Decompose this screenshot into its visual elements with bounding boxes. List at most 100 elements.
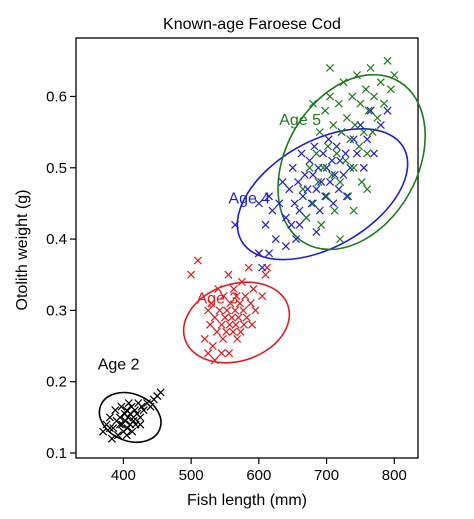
age-4-point	[332, 142, 341, 151]
age-4-point	[285, 185, 294, 194]
age-4-point	[324, 135, 333, 144]
age-2-point	[130, 406, 139, 415]
age-5-point	[319, 163, 328, 172]
age-3-point	[242, 313, 251, 322]
age-3-point	[248, 320, 257, 329]
age-4-point	[349, 135, 358, 144]
age-2-point	[111, 406, 120, 415]
age-4-point	[363, 135, 372, 144]
age-5-point	[363, 185, 372, 194]
age-4-point	[369, 149, 379, 158]
age-2-point	[124, 399, 133, 408]
age-5-point	[317, 220, 326, 229]
age-3-point	[208, 341, 217, 351]
age-5-point	[323, 142, 332, 151]
age-2-point	[115, 413, 125, 422]
age-5-point	[341, 156, 350, 165]
age-4-point	[268, 206, 277, 215]
x-axis-title: Fish length (mm)	[187, 492, 307, 509]
age-3-point	[231, 320, 240, 329]
age-5-point	[380, 99, 389, 108]
age-3-point	[239, 320, 249, 329]
age-5-point	[308, 199, 318, 208]
age-3-point	[234, 313, 243, 322]
age-3-point	[204, 349, 213, 358]
age-2-point	[117, 402, 126, 411]
age-3-point	[217, 349, 226, 358]
age-4-point	[383, 106, 392, 115]
age-5-point	[355, 142, 364, 151]
age-2-point	[109, 424, 118, 433]
age-3-point	[227, 313, 236, 322]
data-points	[99, 56, 399, 443]
age-5-point	[334, 99, 343, 108]
age-2-point	[99, 427, 108, 436]
age-3-point	[218, 334, 228, 343]
age-5-point	[390, 71, 399, 80]
age-4-point	[292, 235, 301, 244]
age-4-point	[281, 213, 290, 222]
age-3-point	[229, 284, 238, 294]
age-4-point	[352, 149, 362, 158]
y-tick-label: 0.5	[46, 160, 67, 177]
age-3-point	[219, 292, 228, 301]
age-2-point	[128, 427, 137, 436]
age-3-point	[214, 284, 223, 294]
y-tick-label: 0.2	[46, 374, 67, 391]
age-4-point	[295, 220, 304, 229]
age-2-label: Age 2	[98, 357, 140, 374]
age-5-point	[363, 149, 372, 158]
age-4-point	[366, 106, 375, 115]
age-5-ellipse	[277, 73, 426, 251]
age-4-point	[294, 177, 303, 187]
age-5-point	[373, 113, 382, 122]
age-2-point	[107, 434, 116, 443]
age-4-point	[275, 199, 284, 208]
age-3-point	[235, 299, 244, 308]
age-5-point	[302, 213, 311, 222]
age-3-point	[210, 313, 219, 322]
age-4-point	[322, 163, 331, 172]
y-axis: 0.1 0.2 0.3 0.4 0.5 0.6	[46, 88, 76, 462]
age-3-point	[220, 313, 230, 322]
age-5-point	[298, 185, 307, 194]
age-4-point	[288, 163, 297, 172]
x-tick-label: 800	[382, 467, 407, 484]
age-4-point	[307, 199, 316, 208]
x-axis: 400 500 600 700 800	[111, 458, 407, 484]
age-2-point	[105, 424, 114, 433]
age-3-point	[251, 306, 260, 315]
age-5-point	[366, 63, 375, 72]
age-4-point	[310, 142, 319, 151]
age-2-point	[136, 413, 145, 422]
age-5-label: Age 5	[279, 112, 321, 129]
x-tick-label: 400	[111, 467, 136, 484]
age-3-point	[210, 356, 219, 365]
age-4-point	[254, 199, 263, 208]
age-5-point	[330, 206, 339, 215]
age-5-point	[346, 135, 355, 144]
age-3-point	[222, 306, 232, 315]
age-4-point	[346, 163, 355, 172]
age-4-point	[329, 199, 338, 208]
age-2-point	[113, 431, 123, 440]
age-3-label: Age 3	[197, 290, 239, 307]
age-4-point	[261, 220, 270, 229]
age-3-point	[233, 334, 242, 343]
age-3-point	[249, 284, 258, 294]
age-5-point	[336, 235, 345, 244]
age-3-point	[224, 270, 233, 279]
age-5-point	[314, 177, 323, 187]
y-tick-label: 0.1	[46, 445, 67, 462]
age-5-point	[332, 149, 341, 158]
age-3-point	[241, 292, 250, 301]
age-4-point	[342, 192, 351, 201]
age-5-point	[344, 192, 353, 201]
age-4-point	[298, 192, 307, 201]
age-4-point	[312, 185, 321, 194]
x-tick-label: 700	[314, 467, 339, 484]
age-3-point	[237, 277, 246, 286]
age-5-point	[315, 128, 324, 137]
age-3-point	[215, 306, 224, 315]
age-4-point	[327, 156, 337, 165]
